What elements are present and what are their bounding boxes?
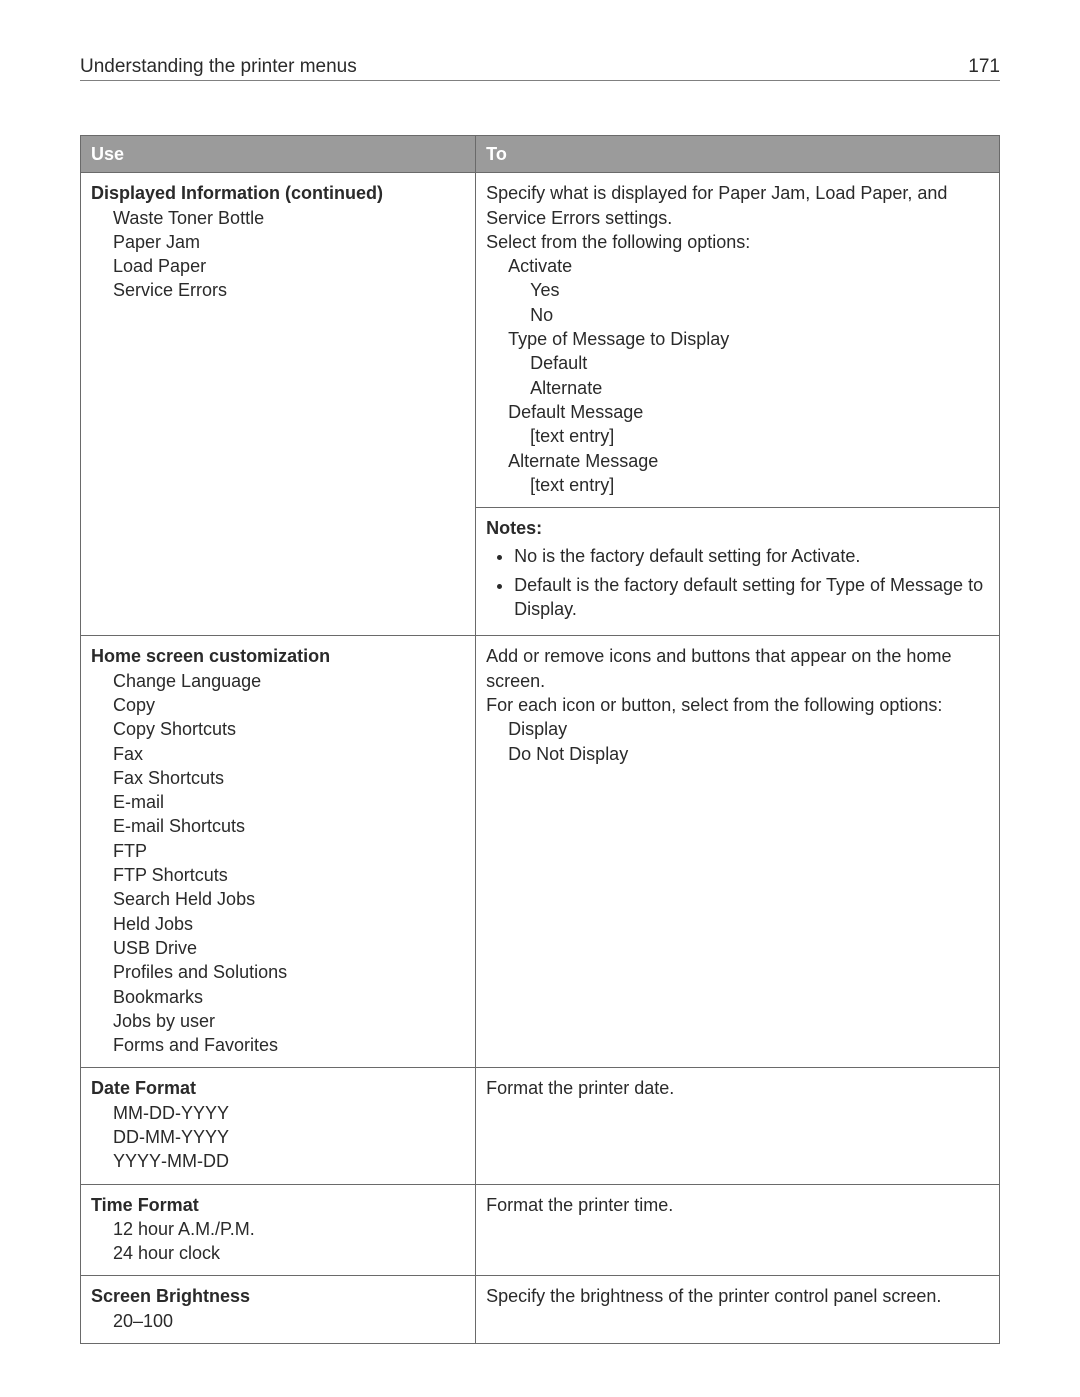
cell-to: Add or remove icons and buttons that app… (476, 636, 1000, 1068)
use-item: Bookmarks (91, 985, 465, 1009)
row-heading: Home screen customization (91, 646, 330, 666)
column-header-use: Use (81, 136, 476, 173)
use-item: Copy (91, 693, 465, 717)
use-item: YYYY‑MM‑DD (91, 1149, 465, 1173)
table-row: Date Format MM‑DD‑YYYY DD‑MM‑YYYY YYYY‑M… (81, 1068, 1000, 1184)
option: Type of Message to Display (486, 327, 989, 351)
option: No (486, 303, 989, 327)
use-item: 24 hour clock (91, 1241, 465, 1265)
table-header-row: Use To (81, 136, 1000, 173)
use-item: Jobs by user (91, 1009, 465, 1033)
cell-use: Time Format 12 hour A.M./P.M. 24 hour cl… (81, 1184, 476, 1276)
cell-to: Specify what is displayed for Paper Jam,… (476, 173, 1000, 636)
use-item: Search Held Jobs (91, 887, 465, 911)
use-item: USB Drive (91, 936, 465, 960)
notes-list: No is the factory default setting for Ac… (486, 544, 989, 621)
use-item: 12 hour A.M./P.M. (91, 1217, 465, 1241)
use-item: FTP (91, 839, 465, 863)
option-value: [text entry] (486, 424, 989, 448)
use-item: E‑mail Shortcuts (91, 814, 465, 838)
use-item: Change Language (91, 669, 465, 693)
table-row: Time Format 12 hour A.M./P.M. 24 hour cl… (81, 1184, 1000, 1276)
use-item: Copy Shortcuts (91, 717, 465, 741)
option-value: [text entry] (486, 473, 989, 497)
use-item: Paper Jam (91, 230, 465, 254)
page-number: 171 (968, 56, 1000, 78)
page-title: Understanding the printer menus (80, 56, 357, 78)
cell-to: Format the printer time. (476, 1184, 1000, 1276)
to-text: Add or remove icons and buttons that app… (486, 646, 951, 690)
table-row: Home screen customization Change Languag… (81, 636, 1000, 1068)
option: Activate (486, 254, 989, 278)
use-item: E‑mail (91, 790, 465, 814)
use-item: Profiles and Solutions (91, 960, 465, 984)
use-item: Waste Toner Bottle (91, 206, 465, 230)
cell-to: Specify the brightness of the printer co… (476, 1276, 1000, 1344)
notes-label: Notes: (476, 507, 999, 540)
use-item: Load Paper (91, 254, 465, 278)
option: Do Not Display (486, 742, 989, 766)
cell-use: Date Format MM‑DD‑YYYY DD‑MM‑YYYY YYYY‑M… (81, 1068, 476, 1184)
row-heading: Displayed Information (continued) (91, 183, 383, 203)
use-item: MM‑DD‑YYYY (91, 1101, 465, 1125)
option: Default (486, 351, 989, 375)
page-header: Understanding the printer menus 171 (80, 56, 1000, 81)
table-row: Displayed Information (continued) Waste … (81, 173, 1000, 636)
row-heading: Screen Brightness (91, 1286, 250, 1306)
use-item: DD‑MM‑YYYY (91, 1125, 465, 1149)
cell-use: Home screen customization Change Languag… (81, 636, 476, 1068)
table-row: Screen Brightness 20–100 Specify the bri… (81, 1276, 1000, 1344)
menu-table: Use To Displayed Information (continued)… (80, 135, 1000, 1344)
option: Default Message (486, 400, 989, 424)
use-item: Forms and Favorites (91, 1033, 465, 1057)
option: Yes (486, 278, 989, 302)
use-item: Held Jobs (91, 912, 465, 936)
use-item: Fax Shortcuts (91, 766, 465, 790)
to-text: For each icon or button, select from the… (486, 695, 942, 715)
column-header-to: To (476, 136, 1000, 173)
cell-use: Screen Brightness 20–100 (81, 1276, 476, 1344)
note-item: Default is the factory default setting f… (514, 573, 989, 622)
use-item: Service Errors (91, 278, 465, 302)
row-heading: Time Format (91, 1195, 199, 1215)
to-text: Select from the following options: (486, 232, 750, 252)
to-text: Specify what is displayed for Paper Jam,… (486, 183, 947, 227)
option: Alternate Message (486, 449, 989, 473)
to-text: Format the printer time. (486, 1195, 673, 1215)
option: Display (486, 717, 989, 741)
use-item: Fax (91, 742, 465, 766)
use-item: FTP Shortcuts (91, 863, 465, 887)
use-item: 20–100 (91, 1309, 465, 1333)
document-page: Understanding the printer menus 171 Use … (0, 0, 1080, 1384)
cell-use: Displayed Information (continued) Waste … (81, 173, 476, 636)
row-heading: Date Format (91, 1078, 196, 1098)
to-text: Specify the brightness of the printer co… (486, 1286, 941, 1306)
cell-to: Format the printer date. (476, 1068, 1000, 1184)
option: Alternate (486, 376, 989, 400)
note-item: No is the factory default setting for Ac… (514, 544, 989, 568)
to-text: Format the printer date. (486, 1078, 674, 1098)
